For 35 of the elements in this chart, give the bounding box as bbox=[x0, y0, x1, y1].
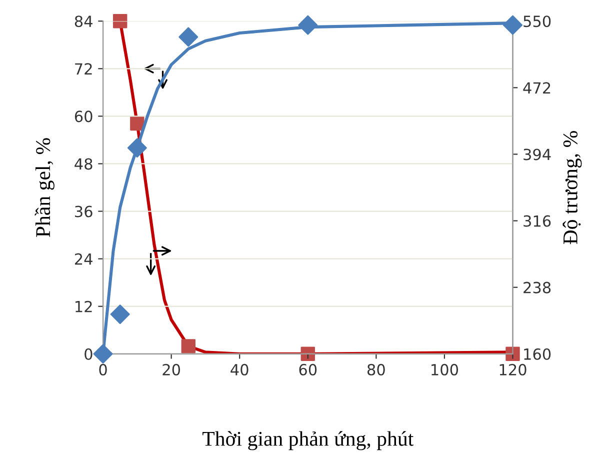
y2-tick-label: 394 bbox=[524, 148, 551, 160]
point bbox=[127, 138, 147, 158]
y-tick-label: 0 bbox=[84, 348, 92, 360]
point bbox=[298, 15, 318, 35]
y2-tick-label: 472 bbox=[523, 82, 550, 94]
y2-axis-title: Độ trương, % bbox=[562, 131, 582, 244]
y-tick-label: 12 bbox=[76, 300, 92, 312]
y-tick-label: 84 bbox=[74, 16, 92, 28]
point bbox=[110, 304, 130, 324]
point bbox=[300, 346, 315, 361]
x-tick-label: 40 bbox=[230, 364, 248, 376]
x-tick-label: 20 bbox=[162, 364, 180, 376]
x-tick-label: 0 bbox=[99, 364, 107, 376]
point bbox=[178, 27, 198, 47]
point bbox=[93, 344, 113, 364]
y-tick-label: 60 bbox=[74, 110, 92, 122]
point bbox=[181, 339, 196, 354]
x-tick-label: 120 bbox=[500, 364, 526, 376]
x-tick-label: 100 bbox=[432, 364, 458, 376]
y2-tick-label: 550 bbox=[524, 16, 551, 28]
y2-tick-label: 160 bbox=[524, 348, 551, 360]
x-tick-label: 80 bbox=[367, 364, 385, 376]
point bbox=[506, 346, 520, 361]
y2-tick-label: 316 bbox=[524, 215, 551, 227]
y-axis-title: Phần gel, % bbox=[34, 138, 54, 237]
x-axis-title: Thời gian phản ứng, phút bbox=[202, 431, 414, 450]
point bbox=[502, 15, 522, 35]
y-tick-label: 24 bbox=[74, 253, 92, 265]
y-tick-label: 72 bbox=[75, 63, 92, 74]
x-tick-label: 60 bbox=[299, 364, 317, 376]
y-tick-label: 36 bbox=[75, 206, 92, 218]
point bbox=[130, 116, 144, 131]
point bbox=[113, 14, 128, 28]
y2-tick-label: 238 bbox=[524, 282, 551, 294]
y-tick-label: 48 bbox=[74, 158, 92, 170]
